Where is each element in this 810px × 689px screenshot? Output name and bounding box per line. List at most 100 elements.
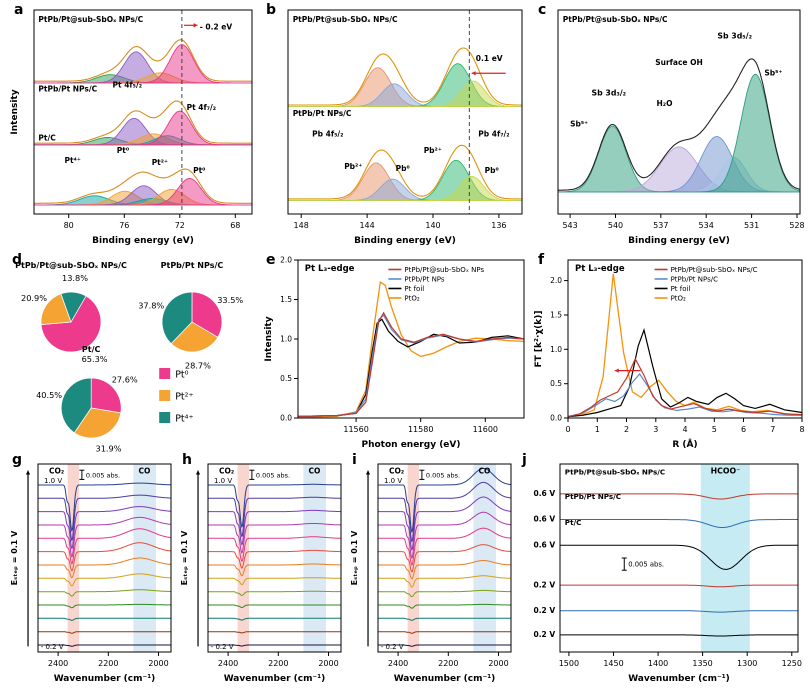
svg-text:Binding energy (eV): Binding energy (eV) (628, 236, 730, 246)
panel-c-xps-sb3d-chart: 543 540 537 534 531 528 Binding energy (eV) PtP… (557, 9, 805, 246)
svg-text:Binding energy (eV): Binding energy (eV) (354, 236, 456, 246)
svg-text:CO: CO (138, 466, 150, 475)
svg-text:PtO₂: PtO₂ (404, 294, 419, 302)
svg-text:Pt L₃-edge: Pt L₃-edge (575, 264, 625, 274)
svg-text:Eₛₜₑₚ = 0.1 V: Eₛₜₑₚ = 0.1 V (180, 530, 189, 586)
svg-text:11560: 11560 (343, 425, 368, 434)
svg-text:534: 534 (699, 221, 714, 230)
svg-text:Sb 3d₃/₂: Sb 3d₃/₂ (591, 89, 626, 98)
svg-text:1.5: 1.5 (550, 311, 562, 320)
svg-text:0.005 abs.: 0.005 abs. (426, 471, 460, 479)
svg-text:PtPb/Pt@sub-SbOₓ NPs/C: PtPb/Pt@sub-SbOₓ NPs/C (671, 266, 758, 274)
panel-label-d: d (12, 252, 23, 268)
svg-text:1: 1 (595, 425, 600, 434)
svg-text:Pt/C: Pt/C (38, 134, 56, 143)
svg-text:PtPb/Pt@sub-SbOₓ NPs/C: PtPb/Pt@sub-SbOₓ NPs/C (293, 15, 398, 24)
svg-text:Pt²⁺: Pt²⁺ (175, 392, 193, 403)
svg-text:PtO₂: PtO₂ (671, 294, 686, 302)
panel-d-pie-charts: 65.3% 20.9% 13.8% PtPb/Pt@sub-SbOₓ NPs/C 33.… (15, 261, 243, 453)
svg-text:- 0.2 eV: - 0.2 eV (200, 22, 233, 31)
svg-text:0.2 V: 0.2 V (533, 630, 555, 639)
svg-text:CO₂: CO₂ (219, 466, 234, 475)
svg-text:CO₂: CO₂ (49, 466, 64, 475)
panel-label-i: i (352, 452, 357, 468)
svg-text:0: 0 (565, 425, 570, 434)
svg-text:Pt L₃-edge: Pt L₃-edge (305, 264, 355, 274)
panel-e-xanes-chart: 11560 11580 11600 0.0 0.5 1.0 1.5 2.0 Photon ene… (264, 256, 525, 450)
svg-text:76: 76 (119, 221, 129, 230)
panel-label-b: b (266, 2, 277, 18)
svg-text:Pb²⁺: Pb²⁺ (424, 146, 442, 155)
svg-text:- 0.2 V: - 0.2 V (381, 643, 404, 651)
svg-text:PtPb/Pt NPs/C: PtPb/Pt NPs/C (565, 492, 621, 501)
svg-text:531: 531 (744, 221, 759, 230)
svg-text:1350: 1350 (692, 659, 712, 668)
svg-text:Pt⁴⁺: Pt⁴⁺ (65, 156, 81, 165)
svg-text:Pt foil: Pt foil (671, 285, 691, 293)
svg-text:2.0: 2.0 (280, 256, 292, 265)
panel-label-g: g (12, 452, 23, 468)
svg-text:1300: 1300 (737, 659, 757, 668)
svg-text:Photon energy (eV): Photon energy (eV) (361, 440, 460, 450)
svg-text:1.0: 1.0 (280, 335, 292, 344)
svg-text:65.3%: 65.3% (82, 354, 108, 364)
panel-b-xps-pb4f-chart: 148 144 140 136 Binding energy (eV) PtPb/Pt@s… (287, 9, 523, 246)
svg-text:148: 148 (294, 221, 309, 230)
svg-text:40.5%: 40.5% (36, 390, 62, 400)
svg-text:PtPb/Pt@sub-SbOₓ NPs/C: PtPb/Pt@sub-SbOₓ NPs/C (15, 261, 127, 270)
svg-text:1.0: 1.0 (550, 345, 562, 354)
svg-text:31.9%: 31.9% (95, 443, 121, 453)
svg-text:Pt⁰: Pt⁰ (117, 146, 129, 155)
svg-text:Wavenumber (cm⁻¹): Wavenumber (cm⁻¹) (224, 674, 326, 684)
svg-text:3: 3 (653, 425, 658, 434)
svg-text:6: 6 (741, 425, 746, 434)
svg-text:Pt 4f₅/₂: Pt 4f₅/₂ (113, 81, 142, 90)
svg-text:1400: 1400 (648, 659, 668, 668)
svg-text:0.1 eV: 0.1 eV (476, 54, 503, 63)
panel-label-f: f (538, 252, 545, 268)
svg-text:0.0: 0.0 (280, 414, 292, 423)
svg-text:4: 4 (682, 425, 687, 434)
svg-text:1.0 V: 1.0 V (44, 477, 62, 485)
svg-text:CO: CO (478, 466, 490, 475)
svg-text:13.8%: 13.8% (62, 273, 88, 283)
svg-text:0.005 abs.: 0.005 abs. (86, 471, 120, 479)
svg-text:Pb⁰: Pb⁰ (485, 166, 499, 175)
svg-text:528: 528 (789, 221, 804, 230)
panel-a-xps-pt4f-chart: 80 76 72 68 Binding energy (eV) Intensity PtPb… (10, 9, 253, 246)
svg-text:Pt⁴⁺: Pt⁴⁺ (175, 414, 193, 425)
svg-text:Wavenumber (cm⁻¹): Wavenumber (cm⁻¹) (54, 674, 156, 684)
svg-text:144: 144 (359, 221, 374, 230)
svg-text:Pt²⁺: Pt²⁺ (152, 158, 168, 167)
svg-text:PtPb/Pt NPs/C: PtPb/Pt NPs/C (161, 261, 224, 270)
svg-text:2200: 2200 (438, 659, 458, 668)
svg-text:Pt foil: Pt foil (404, 285, 424, 293)
svg-text:2400: 2400 (218, 659, 238, 668)
svg-text:1500: 1500 (559, 659, 579, 668)
panel-label-c: c (538, 2, 547, 18)
svg-text:136: 136 (491, 221, 506, 230)
svg-text:Wavenumber (cm⁻¹): Wavenumber (cm⁻¹) (628, 674, 730, 684)
svg-text:PtPb/Pt@sub-SbOₓ NPs/C: PtPb/Pt@sub-SbOₓ NPs/C (563, 15, 668, 24)
svg-text:2000: 2000 (318, 659, 338, 668)
svg-text:Eₛₜₑₚ = 0.1 V: Eₛₜₑₚ = 0.1 V (10, 530, 19, 586)
svg-text:0.5: 0.5 (550, 379, 562, 388)
svg-text:FT [k²·χ(k)]: FT [k²·χ(k)] (534, 310, 544, 367)
svg-text:2000: 2000 (148, 659, 168, 668)
svg-text:Sb⁵⁺: Sb⁵⁺ (764, 68, 782, 77)
svg-text:0.6 V: 0.6 V (533, 541, 555, 550)
panel-label-h: h (182, 452, 192, 468)
svg-text:0.6 V: 0.6 V (533, 515, 555, 524)
svg-text:Pb⁰: Pb⁰ (396, 164, 410, 173)
panel-j-ftir-hcoo-chart: 1500 1450 1400 1350 1300 1250 Wavenumber (cm⁻¹… (533, 463, 802, 684)
panel-label-e: e (266, 252, 276, 268)
svg-text:1250: 1250 (782, 659, 802, 668)
svg-text:72: 72 (175, 221, 185, 230)
svg-text:Binding energy (eV): Binding energy (eV) (92, 236, 194, 246)
svg-text:H₂O: H₂O (657, 99, 673, 108)
svg-text:Sb⁵⁺: Sb⁵⁺ (570, 119, 588, 128)
svg-text:1450: 1450 (603, 659, 623, 668)
svg-text:Eₛₜₑₚ = 0.1 V: Eₛₜₑₚ = 0.1 V (350, 530, 359, 586)
svg-text:537: 537 (653, 221, 668, 230)
panel-f-exafs-chart: 0 1 2 3 4 5 6 7 8 0.0 0.5 1.0 1.5 2.0 R (Å) FT [k²·χ(k)… (534, 259, 805, 450)
